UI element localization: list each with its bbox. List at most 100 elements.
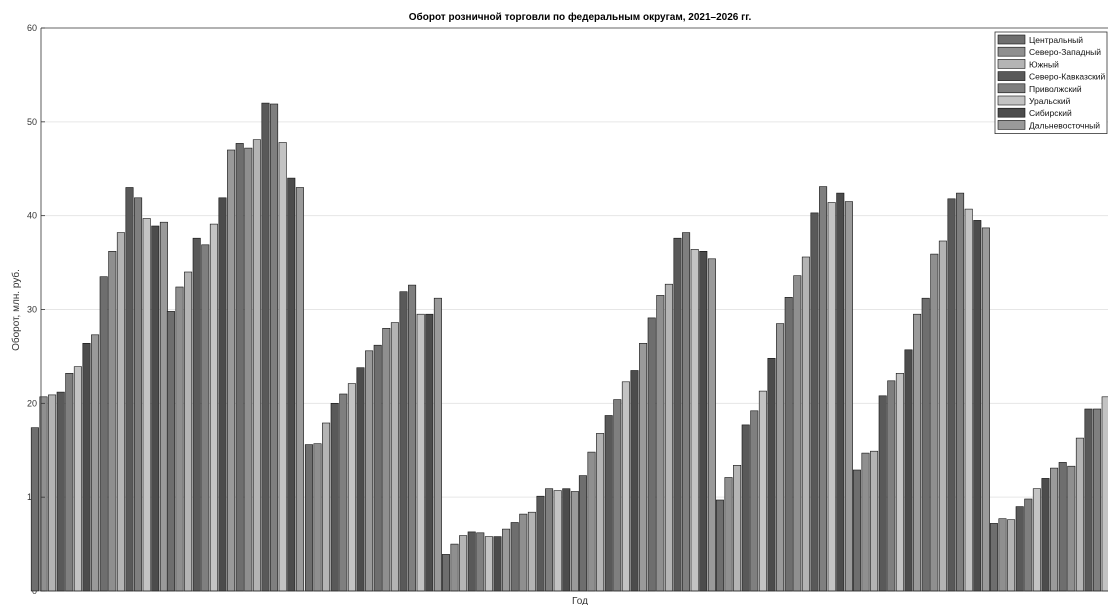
bar (844, 201, 853, 592)
bar (56, 391, 65, 592)
bar (425, 313, 434, 592)
bar (192, 237, 201, 592)
bar (870, 450, 879, 592)
bar (510, 522, 519, 592)
bar (989, 523, 998, 592)
bar (998, 518, 1007, 592)
bar (484, 536, 493, 592)
bar (724, 477, 733, 592)
bar (852, 469, 861, 592)
bar (682, 232, 691, 592)
bar (373, 344, 382, 592)
bar (270, 103, 279, 592)
bar (99, 276, 108, 592)
legend-label: Приволжский (1029, 84, 1082, 94)
y-axis-label: Оборот, млн. руб. (10, 269, 22, 351)
bar (758, 390, 767, 592)
bar (347, 383, 356, 592)
bar (630, 370, 639, 592)
legend-label: Северо-Западный (1029, 47, 1101, 57)
legend-swatch (997, 120, 1026, 130)
bar (295, 187, 304, 592)
bar (356, 367, 365, 592)
bar (209, 223, 218, 592)
bar (339, 393, 348, 592)
bar (801, 256, 810, 592)
bar (545, 488, 554, 592)
bar (715, 499, 724, 592)
bar (390, 322, 399, 592)
bar (930, 253, 939, 592)
bar (733, 464, 742, 592)
bar (166, 311, 175, 592)
bar (921, 297, 930, 592)
bar (1101, 396, 1108, 592)
bar (48, 394, 57, 592)
bar (1015, 506, 1024, 592)
bar (973, 220, 982, 592)
bar (459, 535, 468, 592)
bar (322, 422, 331, 592)
y-tick-label: 30 (27, 305, 37, 315)
bar (1075, 437, 1084, 592)
bar (741, 424, 750, 592)
bar-group (30, 187, 168, 592)
bar (278, 142, 287, 592)
bar (304, 444, 313, 592)
bar (578, 475, 587, 592)
bar (639, 342, 648, 592)
bar (218, 197, 227, 592)
bar (827, 202, 836, 592)
bar (441, 554, 450, 592)
bar (244, 147, 253, 592)
bar (408, 284, 417, 592)
bar (1007, 519, 1016, 592)
bar-group (441, 488, 579, 592)
legend-swatch (997, 83, 1026, 94)
legend-swatch (997, 46, 1026, 57)
bar (235, 143, 244, 592)
bar (1024, 498, 1033, 592)
bar (261, 102, 270, 592)
bar (91, 334, 100, 592)
bar (108, 251, 117, 592)
legend-swatch (997, 95, 1026, 106)
bar (1041, 478, 1050, 592)
legend-label: Сибирский (1029, 108, 1072, 118)
bar (553, 490, 562, 592)
bar (836, 192, 845, 592)
legend-swatch (997, 71, 1026, 81)
bar (707, 258, 716, 592)
bar (895, 372, 904, 592)
bar (313, 443, 322, 592)
bar (587, 451, 596, 592)
bar (125, 187, 134, 592)
bar (767, 357, 776, 592)
bar (227, 149, 236, 592)
bar (647, 317, 656, 592)
bar (613, 399, 622, 592)
legend-swatch (997, 34, 1026, 45)
bar (793, 275, 802, 592)
legend-swatch (997, 107, 1026, 118)
bar-group (578, 232, 716, 592)
bar (252, 139, 261, 592)
bar (142, 218, 151, 592)
bar (1032, 488, 1041, 592)
bar (467, 531, 476, 592)
legend-label: Южный (1029, 59, 1059, 69)
bar (784, 296, 793, 592)
chart-title: Оборот розничной торговли по федеральным… (409, 11, 752, 23)
bar (904, 349, 913, 592)
bar (664, 283, 673, 592)
y-tick-label: 20 (27, 398, 37, 408)
bar (810, 212, 819, 592)
bar (151, 225, 160, 592)
bar (887, 380, 896, 592)
bar (913, 313, 922, 592)
bar (938, 240, 947, 592)
legend: Центральный Северо-Западный Южный Северо-Ка… (994, 31, 1108, 134)
bar (519, 513, 528, 592)
bar (116, 232, 125, 592)
